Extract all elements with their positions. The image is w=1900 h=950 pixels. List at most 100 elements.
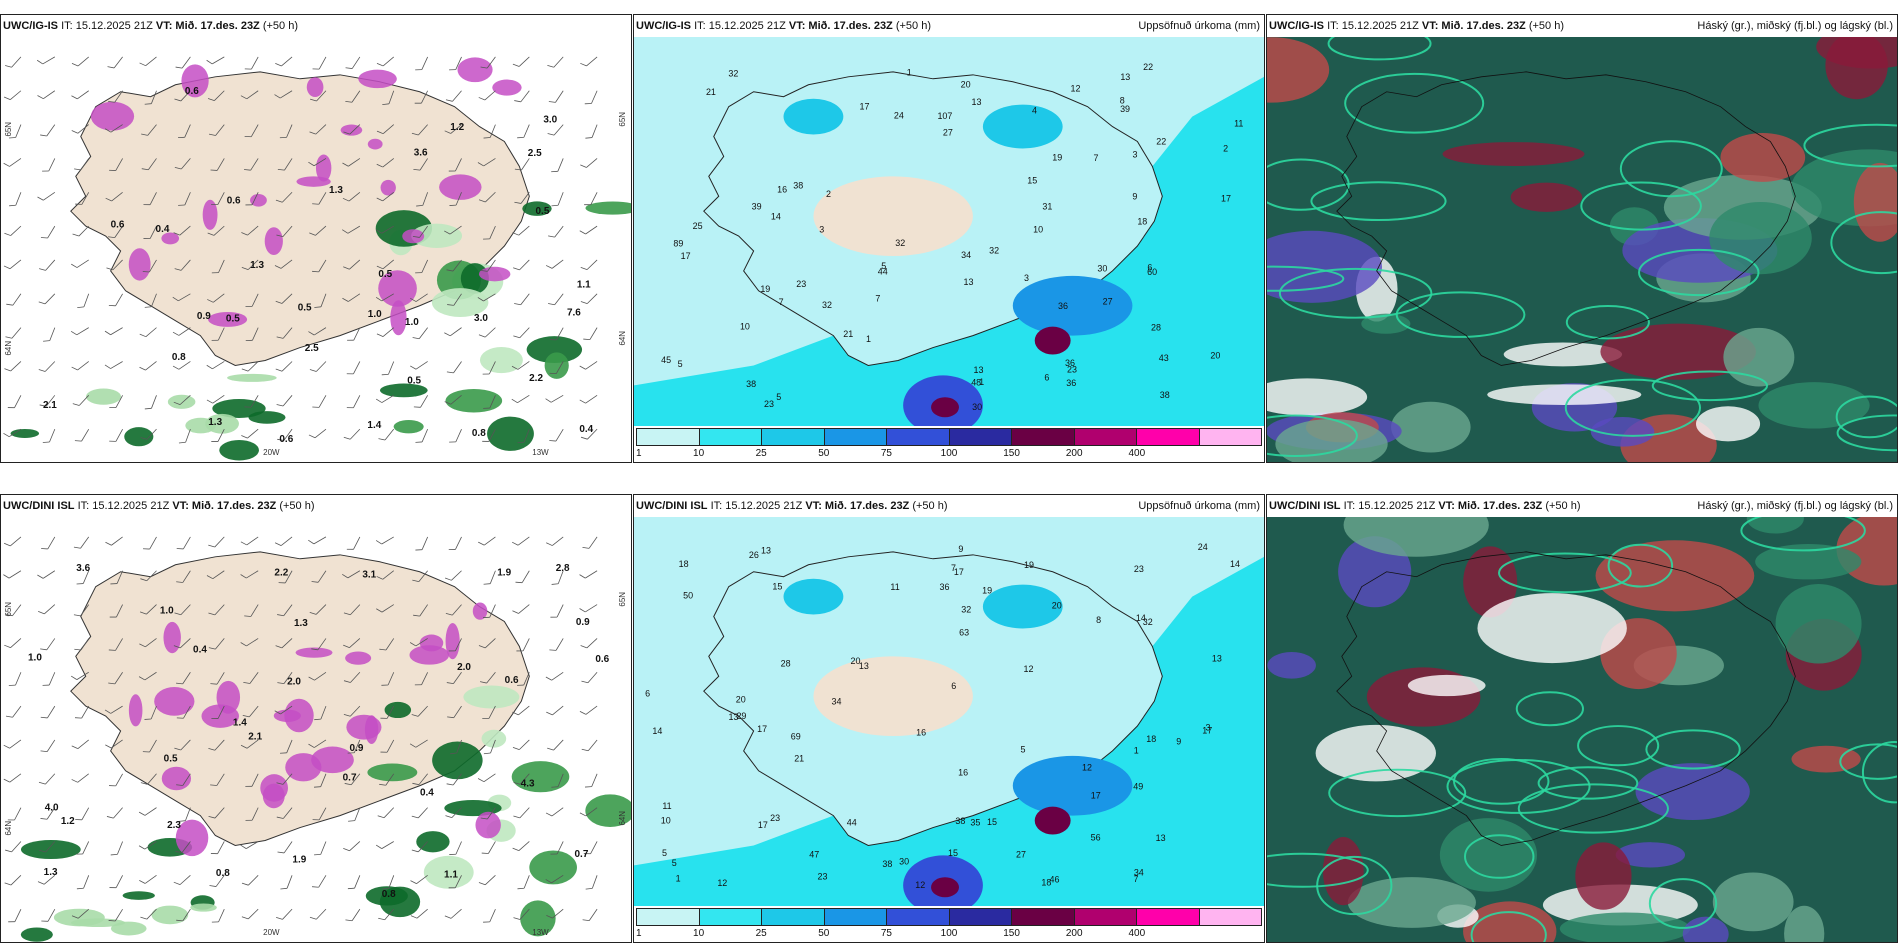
wind-barb [582, 536, 598, 549]
colorbar-labels: 1 10 25 50 75 100 150 200 400 [636, 928, 1262, 940]
panel-clouds-dini: UWC/DINI ISL IT: 15.12.2025 21Z VT: Mið.… [1266, 494, 1898, 943]
lead-time: (+50 h) [1545, 500, 1581, 512]
iceland-coastline [1336, 71, 1796, 366]
wind-barb [277, 428, 293, 441]
precip-area-green [481, 729, 507, 748]
panel-accum-precip-igis: UWC/IG-IS IT: 15.12.2025 21Z VT: Mið. 17… [633, 14, 1265, 463]
wind-barb [382, 90, 395, 105]
accum-value-label: 23 [1134, 564, 1144, 574]
cloud-contour [1453, 757, 1550, 805]
wind-barb [107, 56, 123, 69]
accum-value-label: 56 [1091, 833, 1101, 843]
precip-value-label: 1.0 [28, 652, 42, 663]
graticule-label: 64N [4, 821, 13, 836]
wind-barb [344, 773, 361, 786]
wind-barb [377, 807, 395, 819]
colorbar-tick-label: 1 [636, 928, 642, 939]
accum-value-label: 20 [1052, 600, 1062, 610]
wind-barb [108, 638, 123, 651]
wind-barb [211, 428, 225, 442]
precip-zone-extreme [931, 877, 959, 898]
colorbar-tick-label: 400 [1128, 448, 1146, 459]
valid-time: VT: Mið. 17.des. 23Z [1438, 500, 1543, 512]
valid-time: VT: Mið. 17.des. 23Z [172, 500, 277, 512]
colorbar-tick-label: 10 [693, 928, 705, 939]
accum-value-label: 18 [1146, 734, 1156, 744]
colorbar-segment [824, 429, 887, 445]
precip-value-label: 0.4 [579, 424, 593, 435]
accum-value-label: 89 [673, 239, 683, 249]
wind-barb [477, 293, 496, 302]
wind-barb [40, 225, 56, 239]
wind-barb [309, 361, 327, 372]
wind-barb [314, 841, 327, 856]
precip-area-green [526, 336, 583, 364]
cloud-area [1267, 37, 1330, 103]
precip-value-label: 0.7 [575, 849, 589, 860]
wind-barb [414, 672, 429, 686]
precip-area-magenta [419, 634, 444, 652]
model-name: UWC/DINI ISL [3, 500, 75, 512]
wind-barb [243, 672, 259, 684]
graticule-label: 13W [532, 928, 549, 937]
accum-value-label: 45 [661, 355, 671, 365]
accum-value-label: 14 [1136, 613, 1146, 623]
wind-barb [274, 90, 293, 99]
graticule-label: 20W [263, 448, 280, 457]
wind-barb [346, 536, 361, 550]
wind-barb [411, 124, 428, 136]
wind-barb [579, 361, 598, 370]
cloud-contour [1861, 741, 1897, 804]
wind-barb [582, 908, 598, 922]
precip-value-label: 0.6 [227, 195, 241, 206]
precip-area-green [511, 761, 570, 793]
wind-barb [446, 361, 462, 374]
cloud-contour [1267, 414, 1358, 457]
wind-barb [483, 395, 496, 409]
precip-area-magenta [445, 622, 460, 660]
precip-area-green [227, 373, 277, 382]
wind-barb [174, 739, 191, 751]
precip-area-green [379, 383, 428, 398]
wind-barb [40, 739, 56, 753]
wind-barb [483, 739, 496, 755]
run-time: IT: 15.12.2025 21Z [694, 20, 789, 32]
wind-barb [8, 672, 22, 686]
accum-value-label: 21 [706, 87, 716, 97]
accum-value-label: 14 [652, 726, 662, 736]
wind-barb [245, 293, 259, 307]
accum-value-label: 6 [645, 688, 650, 698]
accum-value-label: 30 [899, 857, 909, 867]
accum-value-label: 22 [1156, 136, 1166, 146]
wind-barb [517, 429, 530, 444]
wind-barb [311, 638, 327, 651]
wind-barb [175, 841, 191, 854]
precip-area-green [463, 685, 520, 709]
wind-barb [309, 225, 327, 236]
wind-barb [579, 807, 598, 817]
wind-barb [178, 807, 191, 822]
wind-barb [74, 638, 90, 651]
precip-zone-moderate [783, 578, 844, 615]
wind-barb [73, 604, 90, 617]
wind-barb [206, 361, 225, 370]
wind-barb [207, 90, 225, 101]
precip-area-green [393, 419, 424, 434]
wind-barb [308, 739, 327, 748]
wind-barb [108, 672, 123, 685]
wind-barb [176, 705, 191, 719]
map-svg: 65N 64N 20W 13W 65N 64N 0.5 0.6 2.5 3.0 1.3 0.9 0.5 7… [1, 37, 631, 462]
wind-barb [3, 773, 22, 783]
wind-barb [108, 908, 123, 922]
accum-value-label: 17 [1221, 194, 1231, 204]
wind-barb [511, 361, 530, 370]
accum-value-label: 12 [1024, 664, 1034, 674]
wind-barb [3, 739, 22, 749]
wind-barb [240, 570, 259, 579]
wind-barb [412, 773, 428, 786]
colorbar-segment [1074, 909, 1137, 925]
accum-value-label: 5 [776, 392, 781, 402]
precip-value-label: 3.0 [543, 115, 557, 126]
accum-value-label: 23 [1067, 365, 1077, 375]
wind-barb [110, 841, 123, 856]
